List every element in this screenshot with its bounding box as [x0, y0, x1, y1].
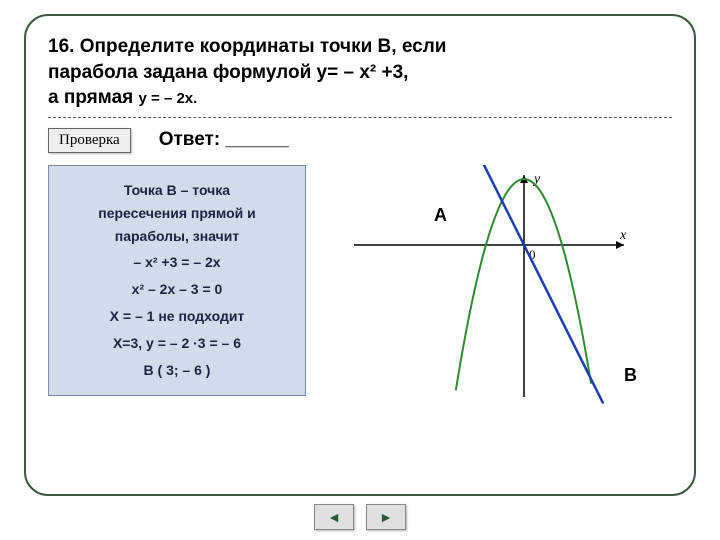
- nav-arrows: ◄ ►: [314, 504, 406, 530]
- problem-line-3-sub: y = – 2x.: [139, 90, 198, 107]
- solution-intro-1: Точка В – точка: [57, 179, 297, 203]
- content-row: Точка В – точка пересечения прямой и пар…: [48, 165, 672, 405]
- problem-line-3: а прямая: [48, 87, 133, 108]
- answer-row: Проверка Ответ: ______: [48, 128, 672, 153]
- check-button[interactable]: Проверка: [48, 128, 131, 153]
- solution-eq-4: Х=3, y = – 2 ·3 = – 6: [57, 332, 297, 356]
- chart-svg: xy0: [324, 165, 644, 405]
- solution-intro-2: пересечения прямой и: [57, 202, 297, 226]
- solution-eq-3: Х = – 1 не подходит: [57, 305, 297, 329]
- problem-line-2: парабола задана формулой y= – x² +3,: [48, 62, 408, 83]
- solution-intro-3: параболы, значит: [57, 225, 297, 249]
- next-button[interactable]: ►: [366, 504, 406, 530]
- problem-line-1: Определите координаты точки В, если: [80, 36, 447, 57]
- answer-label: Ответ: ______: [159, 129, 289, 151]
- solution-box: Точка В – точка пересечения прямой и пар…: [48, 165, 306, 396]
- content-frame: 16. Определите координаты точки В, если …: [24, 14, 696, 496]
- point-a-label: А: [434, 205, 447, 226]
- chart: xy0 А В: [324, 165, 644, 405]
- divider-line: [48, 117, 672, 118]
- solution-eq-5: В ( 3; – 6 ): [57, 359, 297, 383]
- problem-statement: 16. Определите координаты точки В, если …: [48, 34, 672, 111]
- point-b-label: В: [624, 365, 637, 386]
- svg-text:x: x: [619, 228, 627, 243]
- slide: 16. Определите координаты точки В, если …: [0, 0, 720, 540]
- solution-eq-1: – x² +3 = – 2x: [57, 251, 297, 275]
- solution-eq-2: x² – 2x – 3 = 0: [57, 278, 297, 302]
- prev-button[interactable]: ◄: [314, 504, 354, 530]
- problem-number: 16.: [48, 36, 74, 57]
